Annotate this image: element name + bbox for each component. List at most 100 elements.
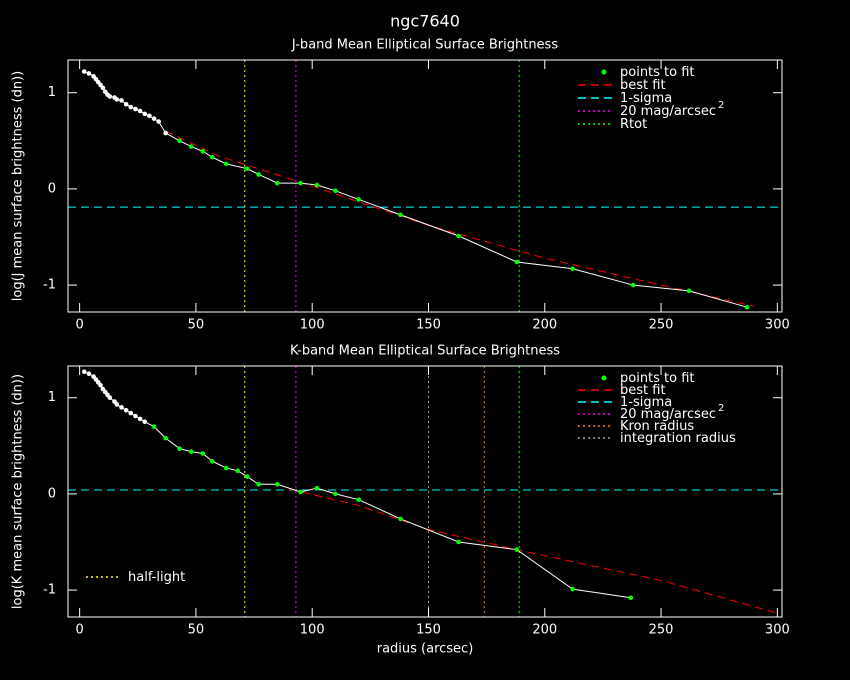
data-point [514,547,520,552]
data-point [314,182,320,188]
data-point [114,97,120,102]
data-point [223,465,229,471]
legend-text: 1-sigma [620,395,672,410]
data-point [163,130,168,136]
data-point [456,233,462,239]
legend-text: half-light [128,570,185,585]
data-point [133,106,138,112]
data-point [686,288,692,294]
data-point [514,259,520,265]
legend-label: Rtot [620,117,647,132]
data-point [86,371,92,376]
y-tick-label: 1 [48,390,56,405]
data-point [107,395,113,401]
data-point [151,424,157,429]
data-point [100,85,106,91]
profile-line [153,426,631,599]
legend-text: 1-sigma [620,91,672,106]
data-point [119,98,124,103]
profile-link [165,132,180,142]
legend-text: Rtot [620,117,647,132]
data-point [209,154,215,160]
legend-label: Kron radius [620,419,694,434]
x-tick-label: 50 [188,623,205,638]
data-point [244,166,250,171]
data-point [298,489,303,495]
y-tick-label: 1 [48,85,56,100]
plot-frame [67,59,783,313]
plot-frame [67,365,783,618]
y-axis-label: log(K mean surface brightness (dn)) [11,374,26,609]
x-tick-label: 100 [300,623,325,638]
legend-label: 20 mag/arcsec 2 [620,100,724,119]
panel: K-band Mean Elliptical Surface Brightnes… [11,344,790,657]
x-tick-label: 0 [75,623,83,638]
x-tick-label: 200 [532,318,557,333]
data-point [235,468,241,474]
legend-label: 20 mag/arcsec 2 [620,403,724,422]
legend-text: integration radius [620,431,736,446]
data-point [744,304,750,310]
y-tick-label: -1 [43,278,56,293]
x-tick-label: 250 [649,318,674,333]
data-point [137,108,143,114]
legend-superscript: 2 [718,403,724,414]
data-point [333,188,338,194]
data-point [123,101,129,107]
x-tick-label: 300 [765,318,790,333]
x-tick-label: 150 [416,318,441,333]
data-point [223,161,229,167]
x-tick-label: 200 [532,623,557,638]
legend-text: best fit [620,78,666,93]
x-tick-label: 0 [75,318,83,333]
data-point [107,94,113,99]
data-point [200,149,206,154]
plot-area [68,366,782,617]
data-point [156,119,162,124]
data-point [200,451,206,456]
legend-text: best fit [620,383,666,398]
data-point [275,180,280,186]
data-point [333,491,338,497]
data-point [630,282,636,288]
data-point [86,71,92,76]
data-point [163,435,168,441]
legend-label: points to fit [620,65,695,80]
x-tick-label: 150 [416,623,441,638]
data-point [628,595,634,601]
data-point [570,266,575,272]
legend-text: 20 mag/arcsec [620,407,716,422]
chart-title: K-band Mean Elliptical Surface Brightnes… [290,344,560,359]
x-tick-label: 250 [649,623,674,638]
y-tick-label: 0 [48,181,56,196]
fit-curve [288,488,778,614]
data-point [81,369,87,375]
x-axis-label: radius (arcsec) [377,642,474,657]
legend-marker [601,69,607,75]
data-point [298,180,303,186]
legend-text: points to fit [620,65,695,80]
legend-superscript: 2 [718,100,724,111]
data-point [356,497,362,502]
legend-label: best fit [620,78,666,93]
data-point [114,402,120,407]
x-tick-label: 50 [188,318,205,333]
data-point [133,413,138,419]
legend-text: 20 mag/arcsec [620,104,716,119]
data-point [142,419,148,425]
page-title: ngc7640 [390,12,460,31]
data-point [570,586,575,592]
legend-label: points to fit [620,371,695,386]
data-point [81,69,87,74]
x-tick-label: 300 [765,623,790,638]
data-point [456,539,462,545]
legend-label: half-light [128,570,185,585]
data-point [137,416,143,422]
data-point [188,144,194,149]
data-point [142,111,148,117]
fit-curve [165,130,755,307]
legend-marker [601,375,607,381]
legend-label: 1-sigma [620,91,672,106]
data-point [128,410,134,416]
